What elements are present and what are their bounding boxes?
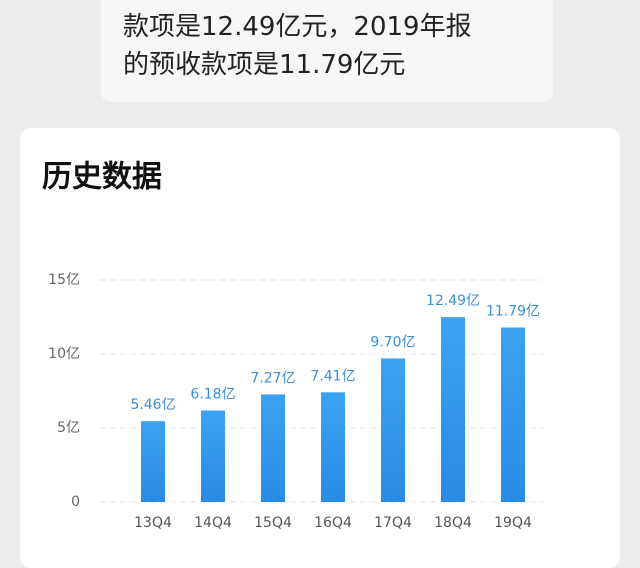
bar — [321, 392, 345, 502]
value-label: 9.70亿 — [370, 334, 415, 350]
screen: 款项是12.49亿元，2019年报 的预收款项是11.79亿元 历史数据 0 5亿… — [20, 0, 620, 568]
y-tick-label: 5亿 — [57, 420, 80, 436]
x-tick-label: 18Q4 — [434, 515, 472, 531]
bar — [141, 421, 165, 502]
value-label: 12.49亿 — [426, 293, 480, 309]
y-tick-label: 15亿 — [48, 272, 80, 288]
x-tick-label: 16Q4 — [314, 515, 352, 531]
bar — [201, 410, 225, 502]
bar — [441, 317, 465, 502]
x-tick-label: 15Q4 — [254, 515, 292, 531]
y-tick-label: 0 — [71, 494, 80, 510]
bar — [261, 394, 285, 502]
message-line: 的预收款项是11.79亿元 — [123, 50, 406, 80]
x-tick-label: 17Q4 — [374, 515, 412, 531]
x-tick-label: 19Q4 — [494, 515, 532, 531]
y-tick-label: 10亿 — [48, 346, 80, 362]
value-label: 6.18亿 — [190, 387, 235, 403]
value-label: 7.27亿 — [250, 370, 295, 386]
bar — [381, 358, 405, 502]
chart: 历史数据 0 5亿 10亿 15亿 13Q4 5.46亿 14Q4 6.18亿 15Q4 7.27… — [42, 160, 543, 531]
x-tick-label: 14Q4 — [194, 515, 232, 531]
value-label: 5.46亿 — [130, 397, 175, 413]
value-label: 7.41亿 — [310, 368, 355, 384]
chart-title: 历史数据 — [42, 160, 162, 195]
bar — [501, 327, 525, 502]
message-bubble: 款项是12.49亿元，2019年报 的预收款项是11.79亿元 — [101, 0, 553, 102]
x-tick-label: 13Q4 — [134, 515, 172, 531]
value-label: 11.79亿 — [486, 304, 540, 320]
message-line: 款项是12.49亿元，2019年报 — [123, 12, 472, 42]
